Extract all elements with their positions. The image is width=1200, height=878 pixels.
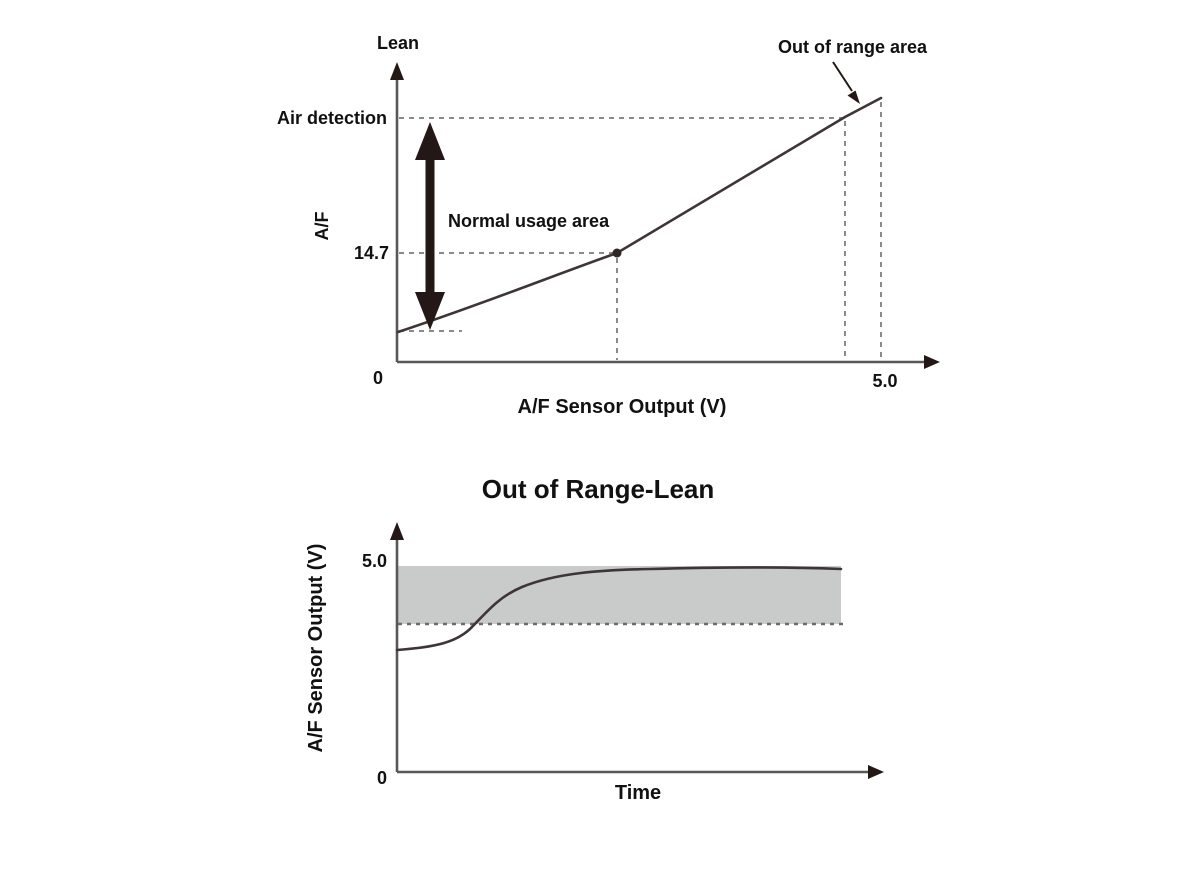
top-chart (390, 61, 940, 369)
top-x-axis-arrow-icon (924, 355, 940, 369)
top-x-max-tick-label: 5.0 (872, 371, 898, 391)
bottom-chart (390, 522, 884, 779)
bottom-x-axis-label: Time (614, 782, 662, 804)
stoich-point-dot (612, 248, 622, 258)
bottom-chart-title: Out of Range-Lean (481, 474, 715, 504)
air-detection-label: Air detection (276, 108, 387, 128)
out-of-range-area-label: Out of range area (778, 37, 928, 57)
top-x-origin-tick-label: 0 (372, 368, 384, 388)
top-x-axis-label: A/F Sensor Output (V) (517, 396, 727, 418)
top-y-axis-label: A/F (312, 211, 332, 241)
bottom-y-origin-tick-label: 0 (376, 768, 387, 788)
stoich-value-label: 14.7 (353, 243, 389, 263)
top-y-axis-arrow-icon (390, 62, 404, 80)
bottom-y-max-tick-label: 5.0 (361, 551, 387, 571)
bottom-y-axis-label: A/F Sensor Output (V) (305, 543, 327, 753)
normal-usage-area-label: Normal usage area (448, 211, 610, 231)
sensor-output-time-curve (395, 566, 843, 652)
bottom-y-axis-arrow-icon (390, 522, 404, 540)
bottom-x-axis-arrow-icon (868, 765, 884, 779)
normal-usage-double-arrow-icon (415, 122, 445, 330)
lean-axis-direction-label: Lean (376, 33, 420, 53)
out-of-range-pointer-arrow-icon (832, 61, 860, 104)
out-of-range-band (398, 566, 841, 624)
